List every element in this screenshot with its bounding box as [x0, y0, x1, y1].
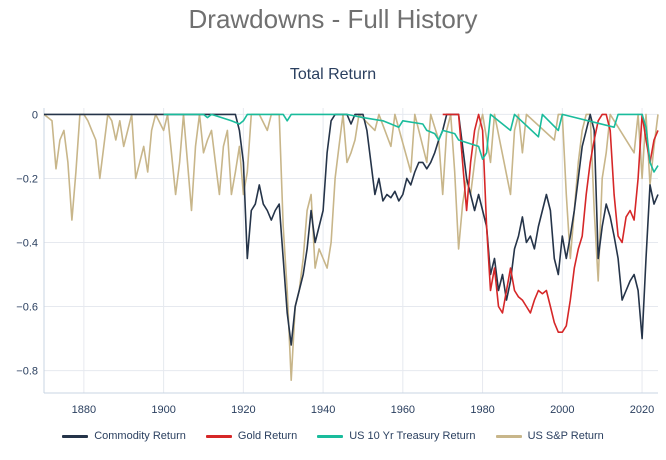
x-tick-label: 1920	[231, 404, 255, 416]
x-tick-label: 1980	[470, 404, 494, 416]
y-tick-label: 0	[32, 109, 38, 121]
y-tick-label: −0.4	[16, 237, 38, 249]
legend-label: Commodity Return	[94, 430, 186, 442]
legend-swatch	[62, 434, 89, 438]
legend-item-sp[interactable]: US S&P Return	[495, 430, 604, 442]
x-tick-label: 2000	[550, 404, 574, 416]
tick-labels: 1880 1900 1920 1940 1960 1980 2000 2020 0 −0.2 −0.…	[16, 109, 654, 416]
legend-label: US 10 Yr Treasury Return	[349, 430, 476, 442]
legend-item-treasury[interactable]: US 10 Yr Treasury Return	[317, 430, 476, 442]
chart-title: Drawdowns - Full History	[188, 4, 478, 34]
series-line-1	[442, 113, 659, 333]
chart-subtitle: Total Return	[289, 66, 377, 83]
axes	[43, 108, 658, 394]
legend-label: US S&P Return	[527, 430, 604, 442]
x-tick-label: 1900	[151, 404, 175, 416]
x-tick-label: 2020	[630, 404, 654, 416]
legend-item-commodity[interactable]: Commodity Return	[62, 430, 186, 442]
x-tick-label: 1960	[391, 404, 415, 416]
series-line-2	[163, 113, 659, 173]
series-line-0	[44, 113, 659, 346]
x-tick-label: 1880	[72, 404, 96, 416]
series-lines	[43, 113, 659, 381]
x-tick-label: 1940	[311, 404, 335, 416]
series-line-3	[43, 113, 659, 381]
y-tick-label: −0.2	[16, 173, 38, 185]
legend-swatch	[205, 434, 232, 438]
y-tick-label: −0.8	[16, 366, 38, 378]
legend-label: Gold Return	[237, 430, 298, 442]
legend: Commodity Return Gold Return US 10 Yr Tr…	[0, 430, 666, 442]
y-tick-label: −0.6	[16, 302, 38, 314]
legend-item-gold[interactable]: Gold Return	[205, 430, 298, 442]
legend-swatch	[317, 434, 344, 438]
legend-swatch	[495, 434, 522, 438]
